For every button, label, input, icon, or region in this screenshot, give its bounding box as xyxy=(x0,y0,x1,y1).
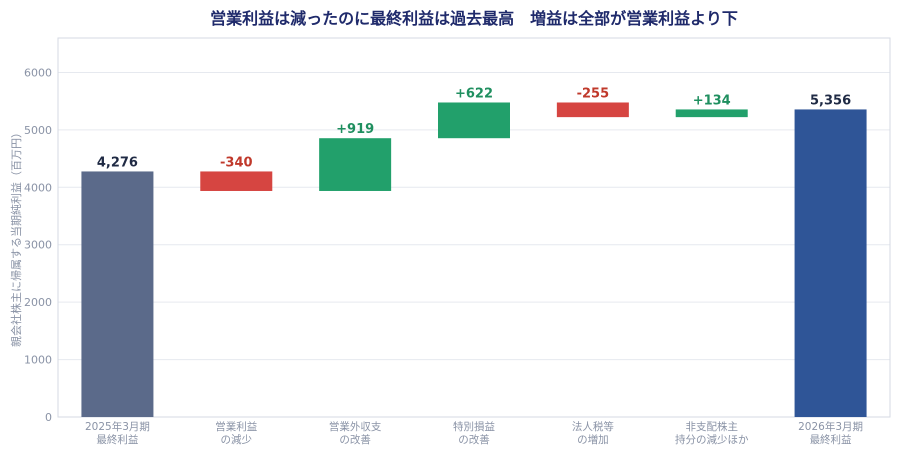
y-tick-label: 1000 xyxy=(24,354,52,367)
x-tick-label: 法人税等 xyxy=(572,420,614,433)
x-tick-label: 最終利益 xyxy=(810,433,852,446)
total-bar xyxy=(81,171,154,417)
y-tick-label: 4000 xyxy=(24,181,52,194)
x-tick-label: の増加 xyxy=(577,433,609,446)
x-tick-label: 持分の減少ほか xyxy=(675,433,749,446)
plot-frame xyxy=(57,37,891,418)
decrease-bar xyxy=(556,102,629,118)
x-tick-label: の改善 xyxy=(339,433,371,446)
x-tick-label: 営業利益 xyxy=(215,420,257,433)
x-tick-label: の減少 xyxy=(221,433,253,446)
chart-title: 営業利益は減ったのに最終利益は過去最高 増益は全部が営業利益より下 xyxy=(210,9,738,28)
x-tick-label: 営業外収支 xyxy=(329,420,382,433)
y-tick-layer: 0 1000 2000 3000 4000 5000 6000 xyxy=(24,66,52,424)
bar-value-label: +134 xyxy=(693,93,731,108)
x-tick-label: 最終利益 xyxy=(96,433,138,446)
y-tick-label: 6000 xyxy=(24,66,52,79)
bar-value-label: -340 xyxy=(220,155,253,170)
y-axis-label: 親会社株主に帰属する当期純利益（百万円） xyxy=(9,127,23,347)
increase-bar xyxy=(438,102,510,139)
x-tick-label: の改善 xyxy=(458,433,490,446)
bar-value-label: -255 xyxy=(577,86,610,101)
x-tick-label: 特別損益 xyxy=(453,420,495,433)
y-tick-label: 5000 xyxy=(24,124,52,137)
y-tick-label: 0 xyxy=(45,411,52,424)
plot-border xyxy=(57,37,891,418)
value-label-layer: 4,276 -340 +919 +622 -255 +134 5,356 xyxy=(97,86,851,170)
y-tick-label: 3000 xyxy=(24,239,52,252)
increase-bar xyxy=(675,109,748,118)
bar-value-label: +919 xyxy=(336,122,374,137)
bar-layer xyxy=(81,102,867,417)
y-tick-label: 2000 xyxy=(24,296,52,309)
decrease-bar xyxy=(200,171,273,191)
increase-bar xyxy=(319,138,392,191)
x-tick-label: 2025年3月期 xyxy=(85,420,150,433)
bar-value-label: +622 xyxy=(455,86,493,101)
bar-value-label: 5,356 xyxy=(810,93,851,108)
bar-value-label: 4,276 xyxy=(97,155,138,170)
x-tick-label: 非支配株主 xyxy=(685,420,738,433)
x-tick-label: 2026年3月期 xyxy=(798,420,863,433)
total-bar xyxy=(794,109,867,417)
x-tick-layer: 2025年3月期最終利益営業利益の減少営業外収支の改善特別損益の改善法人税等の増… xyxy=(85,420,863,446)
